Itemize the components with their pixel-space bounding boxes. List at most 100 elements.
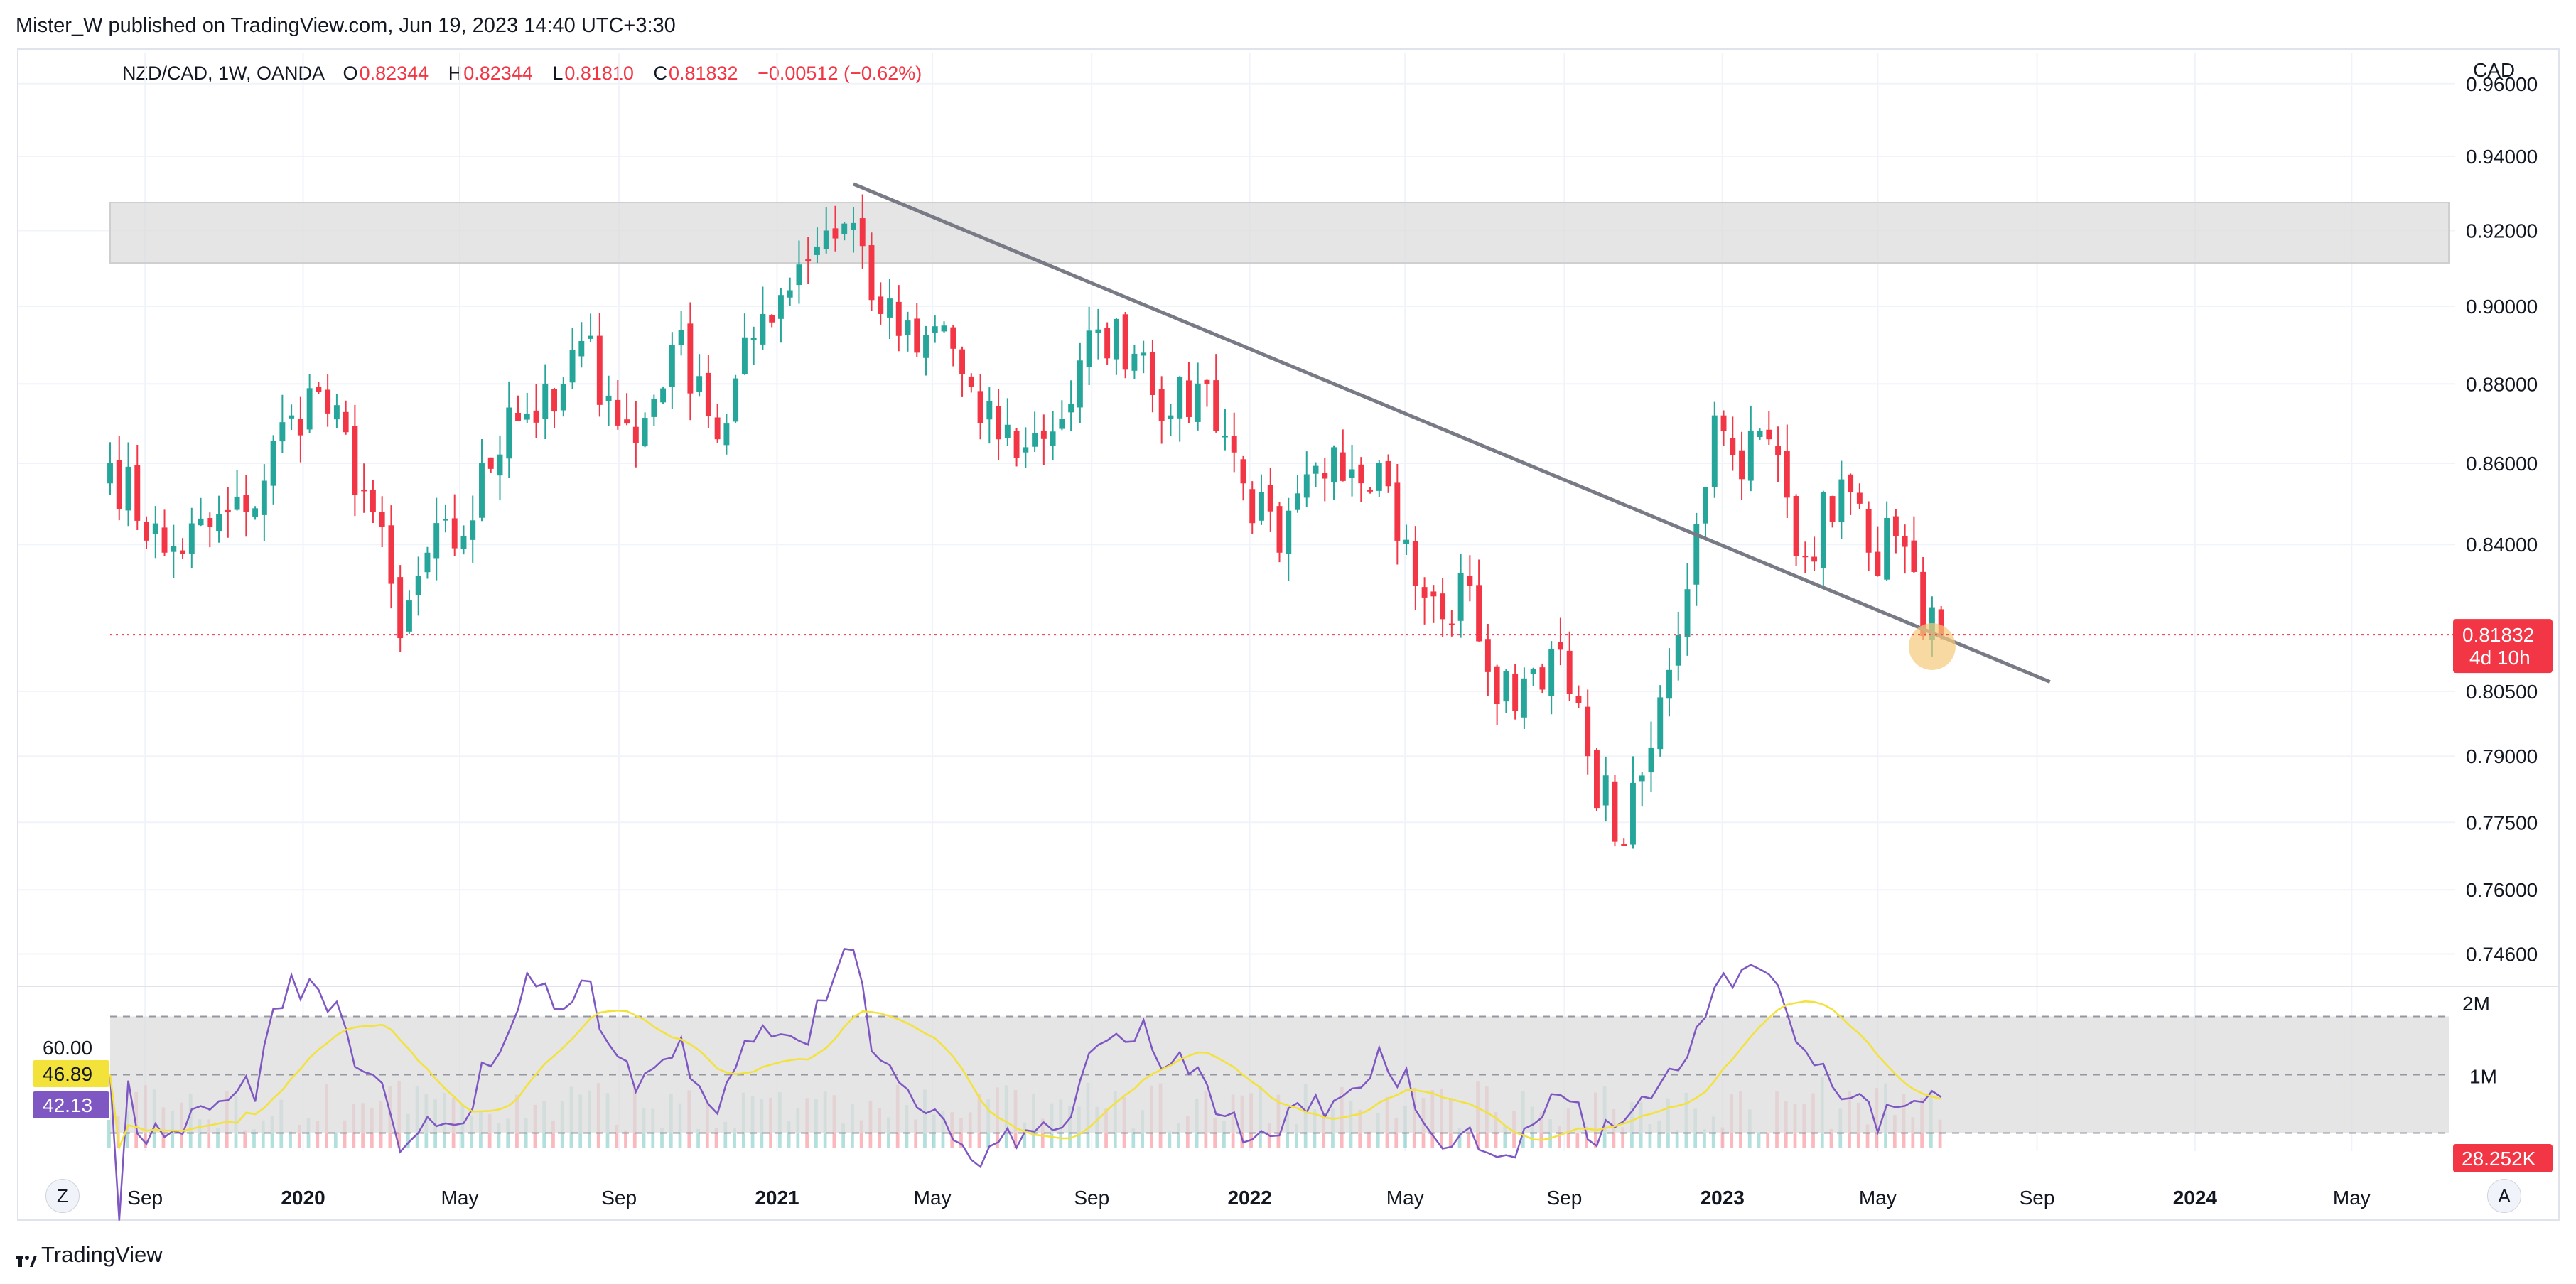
candle-body[interactable] — [914, 318, 920, 353]
candle-body[interactable] — [1539, 667, 1546, 690]
candle-body[interactable] — [107, 463, 113, 484]
candle-body[interactable] — [950, 327, 956, 349]
candle-body[interactable] — [1149, 352, 1155, 395]
candle-body[interactable] — [1249, 489, 1256, 524]
candle-body[interactable] — [1557, 642, 1563, 650]
candle-body[interactable] — [1448, 623, 1455, 625]
candle-body[interactable] — [1902, 536, 1908, 547]
candle-body[interactable] — [433, 523, 440, 559]
candle-body[interactable] — [977, 391, 983, 423]
candle-body[interactable] — [1875, 551, 1881, 576]
candle-body[interactable] — [750, 338, 757, 340]
candle-body[interactable] — [144, 522, 149, 541]
candle-body[interactable] — [660, 388, 667, 403]
candle-body[interactable] — [1358, 464, 1364, 484]
candle-body[interactable] — [687, 323, 694, 394]
auto-scale-button[interactable]: A — [2487, 1179, 2521, 1213]
candle-body[interactable] — [443, 519, 448, 521]
candle-body[interactable] — [851, 222, 856, 230]
candle-body[interactable] — [1421, 587, 1428, 598]
candle-body[interactable] — [243, 495, 249, 512]
candle-body[interactable] — [1013, 431, 1020, 458]
candle-body[interactable] — [234, 496, 240, 510]
candle-body[interactable] — [1548, 648, 1555, 696]
candle-body[interactable] — [651, 398, 657, 417]
candle-body[interactable] — [1892, 516, 1899, 536]
candle-body[interactable] — [487, 457, 494, 469]
candle-body[interactable] — [1829, 496, 1836, 522]
candle-body[interactable] — [1213, 380, 1219, 431]
candle-body[interactable] — [289, 415, 295, 419]
candle-body[interactable] — [1693, 524, 1700, 585]
candle-body[interactable] — [1077, 360, 1083, 408]
candle-body[interactable] — [1177, 377, 1183, 419]
candle-body[interactable] — [1666, 669, 1672, 699]
candle-body[interactable] — [1621, 844, 1627, 846]
candle-body[interactable] — [388, 525, 394, 584]
candle-body[interactable] — [316, 387, 322, 392]
candle-body[interactable] — [832, 228, 839, 239]
candle-body[interactable] — [642, 418, 648, 447]
candle-body[interactable] — [216, 514, 222, 532]
candle-body[interactable] — [996, 406, 1002, 440]
candle-body[interactable] — [1331, 447, 1337, 483]
candle-body[interactable] — [261, 480, 267, 515]
candle-body[interactable] — [1811, 556, 1818, 562]
candle-body[interactable] — [605, 395, 612, 401]
candle-body[interactable] — [451, 518, 458, 549]
candle-body[interactable] — [1739, 450, 1745, 480]
candle-body[interactable] — [859, 218, 866, 247]
candle-body[interactable] — [542, 383, 549, 419]
candle-body[interactable] — [1848, 474, 1854, 492]
candle-body[interactable] — [424, 552, 431, 573]
candle-body[interactable] — [1730, 438, 1736, 455]
candle-body[interactable] — [134, 465, 141, 521]
candle-body[interactable] — [116, 460, 122, 509]
candle-body[interactable] — [1430, 591, 1437, 597]
candle-body[interactable] — [841, 223, 848, 234]
candle-body[interactable] — [787, 290, 793, 298]
candle-body[interactable] — [723, 423, 730, 446]
candle-body[interactable] — [1412, 541, 1418, 586]
candle-body[interactable] — [1920, 571, 1926, 637]
candle-body[interactable] — [415, 576, 421, 595]
candle-body[interactable] — [1639, 775, 1645, 782]
candle-body[interactable] — [760, 313, 766, 345]
candle-body[interactable] — [1068, 403, 1074, 413]
candle-body[interactable] — [1530, 669, 1536, 674]
candle-body[interactable] — [1086, 330, 1092, 367]
candle-body[interactable] — [1040, 430, 1047, 439]
candle-body[interactable] — [868, 245, 875, 301]
candle-body[interactable] — [1004, 424, 1011, 438]
candle-body[interactable] — [705, 372, 711, 416]
candle-body[interactable] — [696, 376, 703, 392]
candle-body[interactable] — [615, 399, 621, 426]
candle-body[interactable] — [596, 335, 603, 405]
candle-body[interactable] — [678, 330, 684, 345]
candle-body[interactable] — [551, 389, 557, 412]
candle-body[interactable] — [1484, 639, 1491, 672]
candle-body[interactable] — [923, 335, 929, 358]
candle-body[interactable] — [279, 422, 286, 442]
candle-body[interactable] — [1349, 469, 1355, 478]
candle-body[interactable] — [207, 518, 213, 527]
candle-body[interactable] — [1856, 492, 1863, 504]
candle-body[interactable] — [1865, 509, 1872, 553]
candle-body[interactable] — [1295, 493, 1300, 510]
candle-body[interactable] — [1911, 540, 1917, 572]
candle-body[interactable] — [1838, 479, 1845, 523]
candle-body[interactable] — [1747, 430, 1754, 481]
candle-body[interactable] — [905, 320, 911, 335]
candle-body[interactable] — [1720, 415, 1727, 431]
candle-body[interactable] — [669, 345, 675, 387]
candle-body[interactable] — [470, 520, 476, 540]
candle-body[interactable] — [1322, 473, 1328, 479]
candle-body[interactable] — [479, 463, 485, 518]
candle-body[interactable] — [1675, 635, 1681, 666]
candle-body[interactable] — [515, 412, 521, 421]
candle-body[interactable] — [1494, 666, 1500, 705]
candle-body[interactable] — [1766, 429, 1772, 440]
candle-body[interactable] — [1141, 352, 1147, 356]
candle-body[interactable] — [1032, 433, 1038, 447]
candle-body[interactable] — [968, 376, 974, 387]
